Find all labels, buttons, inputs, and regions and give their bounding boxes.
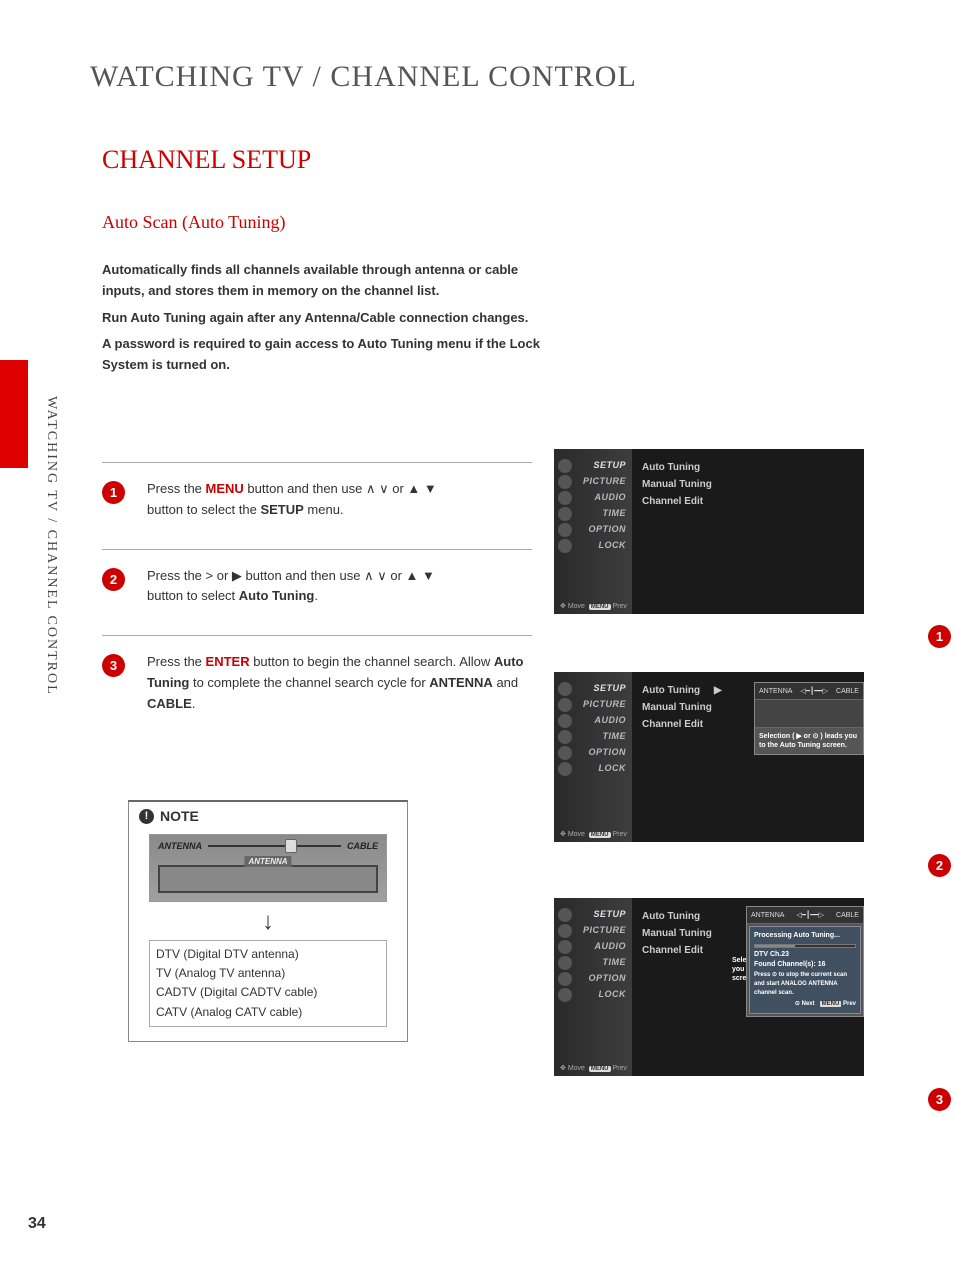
ss1-content: Auto Tuning Manual Tuning Channel Edit (632, 449, 864, 614)
step-text-1: Press the MENU button and then use ∧ ∨ o… (147, 479, 437, 521)
intro-p3: A password is required to gain access to… (102, 334, 557, 376)
screenshot-3: SETUP PICTURE AUDIO TIME OPTION LOCK ✥ M… (554, 898, 864, 1076)
step-text-2: Press the > or ▶ button and then use ∧ ∨… (147, 566, 435, 608)
step-badge-3: 3 (102, 654, 125, 677)
sidebar-red-tab (0, 360, 28, 468)
page-title: WATCHING TV / CHANNEL CONTROL (90, 60, 637, 94)
ss3-sidebar: SETUP PICTURE AUDIO TIME OPTION LOCK ✥ M… (554, 898, 632, 1076)
ss1-side-audio: AUDIO (554, 489, 632, 505)
section-title: CHANNEL SETUP (102, 145, 311, 175)
ss1-opt-manual: Manual Tuning (642, 476, 854, 493)
note-header: ! NOTE (129, 802, 407, 830)
ss3-processing: Processing Auto Tuning... (754, 931, 856, 942)
ss3-panel: ANTENNA◁━┃━━▷CABLE Processing Auto Tunin… (746, 906, 864, 1017)
ss1-side-option: OPTION (554, 521, 632, 537)
info-icon: ! (139, 809, 154, 824)
down-arrow-icon: ↓ (129, 908, 407, 936)
page-number: 34 (28, 1215, 46, 1233)
ss1-footer: ✥ Move MENU Prev (560, 602, 627, 610)
screenshot-label-3: 3 (928, 1088, 951, 1111)
ss1-side-lock: LOCK (554, 537, 632, 553)
ss2-tip: Selection ( ▶ or ⊙ ) leads you to the Au… (755, 728, 863, 754)
note-line4: CATV (Analog CATV cable) (156, 1003, 380, 1022)
note-bar-label: ANTENNA (244, 856, 291, 867)
step-3: 3 Press the ENTER button to begin the ch… (102, 635, 532, 742)
note-diagram: ANTENNA CABLE ANTENNA (149, 834, 387, 902)
step-2: 2 Press the > or ▶ button and then use ∧… (102, 549, 532, 636)
ss1-opt-auto: Auto Tuning (642, 459, 854, 476)
note-antenna-label: ANTENNA (158, 841, 202, 851)
note-bar: ANTENNA (158, 865, 378, 893)
ss2-panel: ANTENNA◁━┃━━▷CABLE Selection ( ▶ or ⊙ ) … (754, 682, 864, 755)
screenshot-label-2: 2 (928, 854, 951, 877)
step-badge-2: 2 (102, 568, 125, 591)
note-cable-label: CABLE (347, 841, 378, 851)
note-box: ! NOTE ANTENNA CABLE ANTENNA ↓ DTV (Digi… (128, 800, 408, 1042)
note-title: NOTE (160, 808, 199, 824)
ss3-press: Press ⊙ to stop the current scan and sta… (754, 971, 856, 998)
step-badge-1: 1 (102, 481, 125, 504)
step-text-3: Press the ENTER button to begin the chan… (147, 652, 532, 714)
note-list: DTV (Digital DTV antenna) TV (Analog TV … (149, 940, 387, 1027)
note-line2: TV (Analog TV antenna) (156, 964, 380, 983)
intro-p2: Run Auto Tuning again after any Antenna/… (102, 308, 557, 329)
screenshot-2: SETUP PICTURE AUDIO TIME OPTION LOCK ✥ M… (554, 672, 864, 842)
ss1-side-picture: PICTURE (554, 473, 632, 489)
intro-p1: Automatically finds all channels availab… (102, 260, 557, 302)
note-line1: DTV (Digital DTV antenna) (156, 945, 380, 964)
ss1-sidebar: SETUP PICTURE AUDIO TIME OPTION LOCK ✥ M… (554, 449, 632, 614)
ss3-found: Found Channel(s): 16 (754, 960, 856, 971)
screenshot-label-1: 1 (928, 625, 951, 648)
ss3-content: Auto Tuning Manual Tuning Channel Edit S… (632, 898, 864, 1076)
intro-block: Automatically finds all channels availab… (102, 260, 557, 382)
ss3-dtv: DTV Ch.23 (754, 950, 856, 961)
note-line3: CADTV (Digital CADTV cable) (156, 983, 380, 1002)
ss1-opt-edit: Channel Edit (642, 493, 854, 510)
ss1-side-time: TIME (554, 505, 632, 521)
ss2-content: Auto Tuning ▶ Manual Tuning Channel Edit… (632, 672, 864, 842)
subsection-title: Auto Scan (Auto Tuning) (102, 212, 286, 233)
step-1: 1 Press the MENU button and then use ∧ ∨… (102, 462, 532, 549)
ss3-progress-box: Processing Auto Tuning... DTV Ch.23 Foun… (749, 926, 861, 1014)
screenshot-1: SETUP PICTURE AUDIO TIME OPTION LOCK ✥ M… (554, 449, 864, 614)
ss2-sidebar: SETUP PICTURE AUDIO TIME OPTION LOCK ✥ M… (554, 672, 632, 842)
steps-list: 1 Press the MENU button and then use ∧ ∨… (102, 462, 532, 743)
ss1-side-setup: SETUP (554, 457, 632, 473)
section-vertical-label: WATCHING TV / CHANNEL CONTROL (35, 396, 59, 736)
